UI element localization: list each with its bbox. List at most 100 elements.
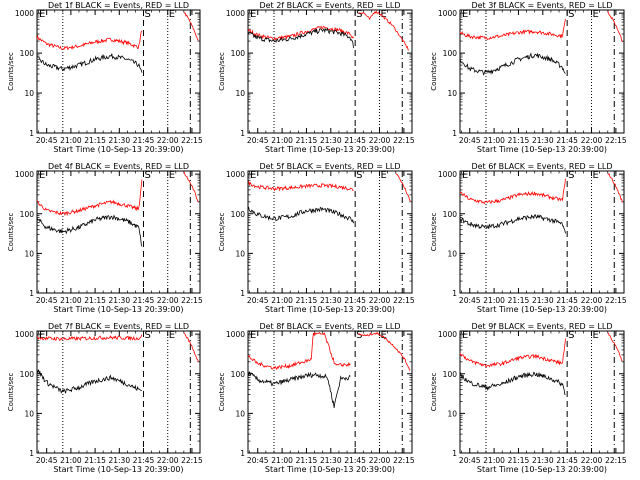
x-tick-label: 22:00 xyxy=(157,456,179,465)
y-tick-label: 1 xyxy=(452,449,457,458)
x-tick-label: 21:00 xyxy=(271,296,293,305)
events-series xyxy=(459,371,566,395)
x-tick-label: 21:00 xyxy=(483,296,505,305)
x-tick-label: 21:45 xyxy=(556,136,578,145)
lld-series-post xyxy=(358,10,410,51)
plot-frame xyxy=(459,170,625,294)
events-series xyxy=(459,52,566,76)
x-tick-label: 21:15 xyxy=(508,296,530,305)
panel-title: Det 1f BLACK = Events, RED = LLD xyxy=(48,1,189,10)
lld-series xyxy=(459,178,566,205)
marker-e: E xyxy=(250,330,256,341)
marker-s: S xyxy=(145,170,151,181)
marker-s: S xyxy=(356,9,362,20)
x-tick-label: 20:45 xyxy=(459,136,481,145)
marker-e: E xyxy=(381,170,387,181)
x-tick-label: 20:45 xyxy=(459,456,481,465)
y-tick-label: 100 xyxy=(443,210,458,219)
y-axis-label: Counts/sec xyxy=(218,373,226,412)
events-series xyxy=(247,206,354,224)
marker-e: E xyxy=(462,330,468,341)
marker-e: E xyxy=(381,9,387,20)
marker-s: S xyxy=(568,330,574,341)
marker-s: S xyxy=(145,330,151,341)
plot-frame xyxy=(247,170,413,294)
y-tick-label: 10 xyxy=(235,89,245,98)
y-axis-label: Counts/sec xyxy=(218,52,226,91)
x-tick-label: 21:30 xyxy=(108,136,130,145)
events-series xyxy=(36,53,143,73)
x-tick-label: 21:00 xyxy=(60,136,82,145)
x-axis-label: Start Time (10-Sep-13 20:39:00) xyxy=(477,145,607,154)
marker-e: E xyxy=(593,9,599,20)
panel-det-8f: Det 8f BLACK = Events, RED = LLD 1 10 100 10… xyxy=(218,322,415,474)
x-axis-label: Start Time (10-Sep-13 20:39:00) xyxy=(265,465,395,474)
y-axis-label: Counts/sec xyxy=(7,52,15,91)
x-tick-label: 22:15 xyxy=(181,456,203,465)
panel-det-5f: Det 5f BLACK = Events, RED = LLD 1 10 100 10… xyxy=(218,162,415,314)
plot-frame xyxy=(36,170,201,294)
y-tick-label: 100 xyxy=(231,49,246,58)
x-tick-label: 20:45 xyxy=(459,296,481,305)
x-axis-label: Start Time (10-Sep-13 20:39:00) xyxy=(265,145,395,154)
x-tick-label: 22:15 xyxy=(393,296,415,305)
y-tick-label: 1 xyxy=(240,449,245,458)
lld-series-post xyxy=(607,10,623,43)
y-tick-label: 1000 xyxy=(226,9,245,18)
y-tick-label: 100 xyxy=(443,49,458,58)
marker-e: E xyxy=(169,330,175,341)
y-tick-label: 100 xyxy=(20,210,35,219)
panel-title: Det 3f BLACK = Events, RED = LLD xyxy=(471,1,612,10)
y-tick-label: 100 xyxy=(20,49,35,58)
x-tick-label: 22:15 xyxy=(393,136,415,145)
panel-title: Det 7f BLACK = Events, RED = LLD xyxy=(48,322,189,331)
y-tick-label: 10 xyxy=(24,409,34,418)
y-tick-label: 1000 xyxy=(438,9,457,18)
x-tick-label: 21:15 xyxy=(296,456,318,465)
x-tick-label: 21:15 xyxy=(84,456,106,465)
marker-e: E xyxy=(39,9,45,20)
y-tick-label: 10 xyxy=(447,409,457,418)
x-axis-label: Start Time (10-Sep-13 20:39:00) xyxy=(53,145,183,154)
events-series xyxy=(459,214,566,234)
lld-series xyxy=(36,179,143,217)
y-axis-label: Counts/sec xyxy=(218,213,226,252)
x-axis-label: Start Time (10-Sep-13 20:39:00) xyxy=(477,305,607,314)
y-axis-label: Counts/sec xyxy=(7,213,15,252)
y-tick-label: 1 xyxy=(29,129,34,138)
x-tick-label: 21:15 xyxy=(84,296,106,305)
x-tick-label: 21:30 xyxy=(108,456,130,465)
panel-title: Det 6f BLACK = Events, RED = LLD xyxy=(471,162,612,171)
events-series xyxy=(247,27,354,49)
x-tick-label: 22:00 xyxy=(157,136,179,145)
y-axis-label: Counts/sec xyxy=(7,373,15,412)
x-tick-label: 21:15 xyxy=(84,136,106,145)
x-tick-label: 21:30 xyxy=(532,456,554,465)
x-tick-label: 21:00 xyxy=(271,136,293,145)
x-tick-label: 22:15 xyxy=(181,136,203,145)
marker-e: E xyxy=(39,170,45,181)
x-tick-label: 22:15 xyxy=(605,296,627,305)
y-axis-label: Counts/sec xyxy=(430,213,438,252)
y-tick-label: 10 xyxy=(447,89,457,98)
marker-e: E xyxy=(250,9,256,20)
y-tick-label: 100 xyxy=(231,210,246,219)
x-tick-label: 21:45 xyxy=(133,296,155,305)
x-axis-label: Start Time (10-Sep-13 20:39:00) xyxy=(53,305,183,314)
y-tick-label: 1 xyxy=(240,289,245,298)
events-series xyxy=(247,371,351,409)
lld-series-post xyxy=(607,173,623,203)
x-tick-label: 21:30 xyxy=(320,296,342,305)
x-tick-label: 21:45 xyxy=(556,296,578,305)
lld-series xyxy=(247,181,354,192)
events-series xyxy=(36,369,142,394)
plot-frame xyxy=(36,330,201,454)
panel-title: Det 9f BLACK = Events, RED = LLD xyxy=(471,322,612,331)
x-tick-label: 20:45 xyxy=(247,296,269,305)
x-tick-label: 22:00 xyxy=(369,296,391,305)
x-tick-label: 21:45 xyxy=(133,456,155,465)
y-tick-label: 10 xyxy=(235,249,245,258)
x-tick-label: 21:30 xyxy=(320,456,342,465)
y-tick-label: 100 xyxy=(443,370,458,379)
